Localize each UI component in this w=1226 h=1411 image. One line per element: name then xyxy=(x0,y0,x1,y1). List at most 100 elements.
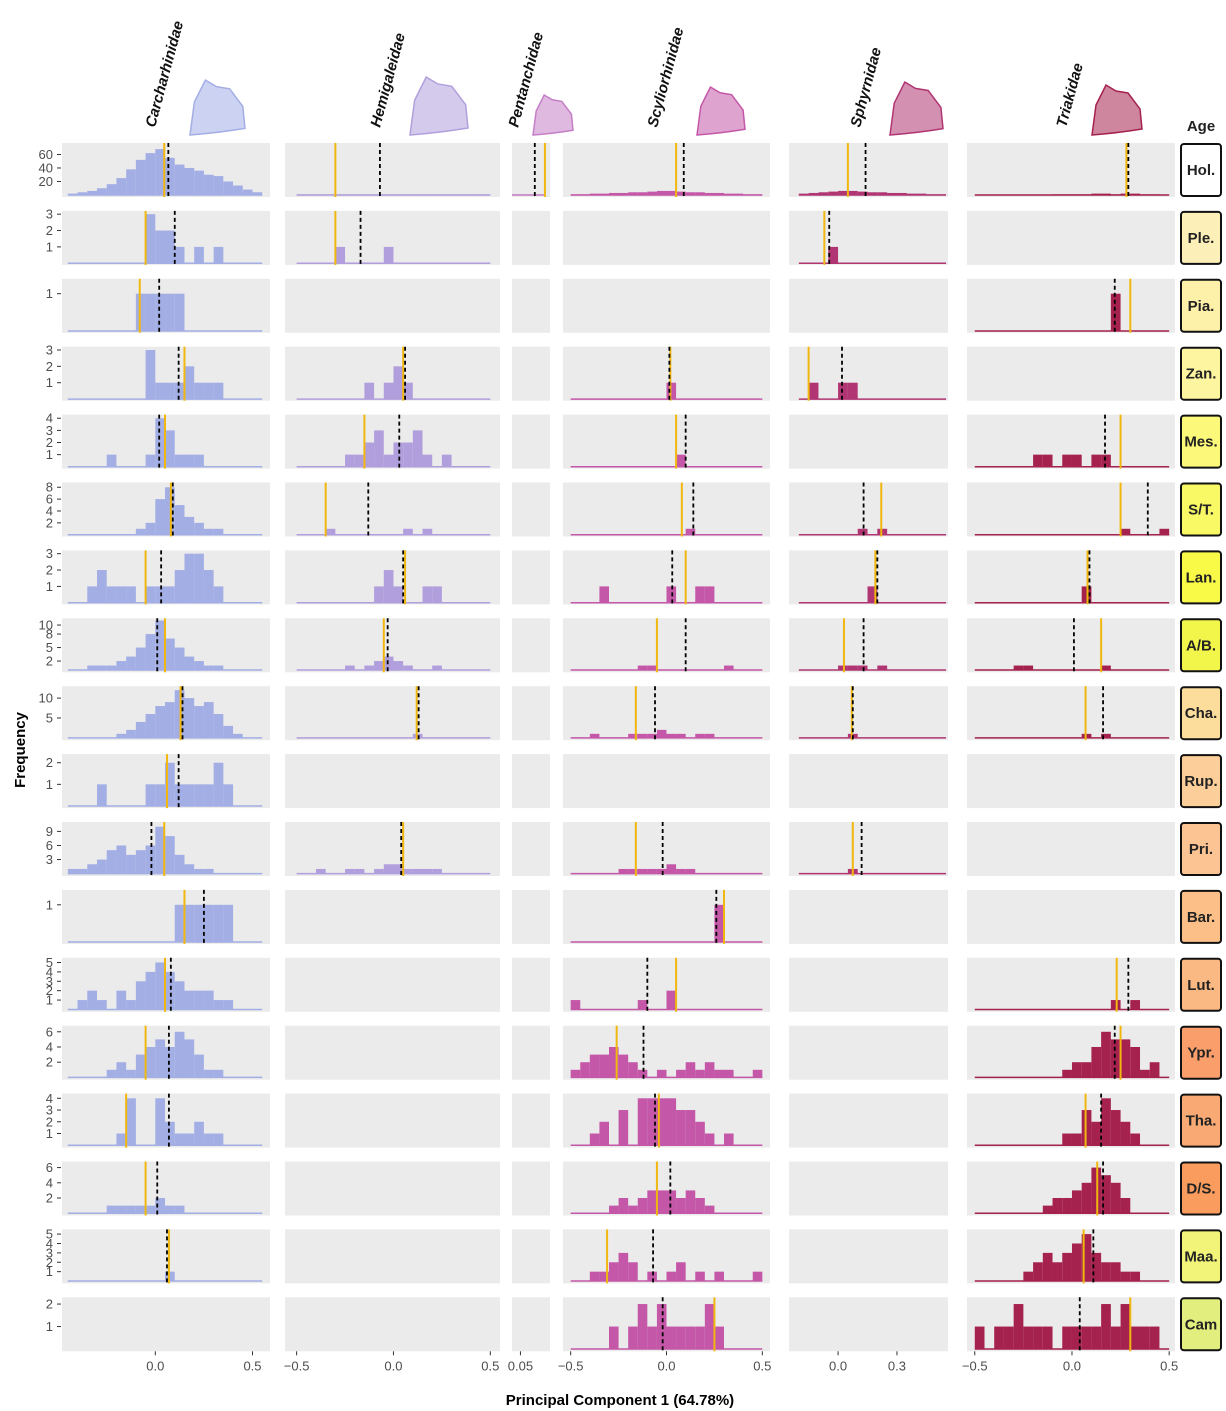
histogram-bar xyxy=(145,214,156,264)
histogram-bar xyxy=(666,1271,677,1282)
histogram-bar xyxy=(1159,528,1170,535)
age-label: Mes. xyxy=(1184,434,1217,451)
age-box xyxy=(1180,889,1222,944)
histogram-bar xyxy=(145,293,156,331)
histogram-bar xyxy=(223,784,234,806)
y-tick-label: 1 xyxy=(46,1319,53,1334)
y-tick-label: 3 xyxy=(46,1103,53,1118)
y-tick-label: 2 xyxy=(46,755,53,770)
histogram-bar xyxy=(647,733,657,738)
histogram-bar xyxy=(165,293,175,331)
panel-background xyxy=(967,889,1175,944)
histogram-bar xyxy=(637,665,648,671)
histogram-bar xyxy=(1062,1198,1072,1214)
histogram-bar xyxy=(345,665,355,671)
panel-background xyxy=(967,482,1175,537)
histogram-bar xyxy=(656,1190,667,1214)
histogram-bar xyxy=(194,1121,204,1146)
histogram-bar xyxy=(213,382,224,400)
histogram-bar xyxy=(155,1198,166,1214)
histogram-bar xyxy=(252,192,263,195)
histogram-bar xyxy=(685,528,696,535)
age-box xyxy=(1180,278,1222,333)
y-tick-label: 5 xyxy=(46,710,53,725)
y-tick-label: 60 xyxy=(39,147,53,162)
histogram-bar xyxy=(637,868,648,874)
histogram-bar xyxy=(628,192,638,195)
histogram-bar xyxy=(155,620,166,671)
histogram-bar xyxy=(695,1121,705,1146)
panel-background xyxy=(967,618,1175,673)
x-tick-label: 0.3 xyxy=(888,1358,906,1373)
panel-background xyxy=(512,822,550,876)
tooth-silhouette xyxy=(189,78,246,136)
histogram-bar xyxy=(116,845,127,874)
histogram-bar xyxy=(126,1000,136,1010)
histogram-bar xyxy=(656,729,667,738)
histogram-bar xyxy=(77,868,88,874)
histogram-bar xyxy=(135,528,146,535)
panel-background xyxy=(967,143,1175,197)
column-header: Scyliorhinidae xyxy=(644,26,687,129)
histogram-bar xyxy=(704,733,715,738)
histogram-bar xyxy=(714,1069,724,1078)
histogram-bar xyxy=(695,733,705,738)
histogram-bar xyxy=(828,246,839,264)
histogram-bar xyxy=(676,1069,686,1078)
column-header: Triakidae xyxy=(1053,61,1086,129)
histogram-bar xyxy=(1091,1121,1102,1146)
histogram-bar xyxy=(96,665,107,671)
histogram-bar xyxy=(165,382,175,400)
histogram-bar xyxy=(1071,1190,1082,1214)
histogram-bar xyxy=(1091,1252,1102,1282)
age-label: Bar. xyxy=(1187,909,1215,926)
histogram-bar xyxy=(695,192,705,195)
panel-background xyxy=(285,1161,500,1216)
panel-background xyxy=(789,482,948,537)
histogram-bar xyxy=(203,868,214,874)
histogram-bar xyxy=(570,1069,581,1078)
histogram-bar xyxy=(676,191,686,195)
histogram-bar xyxy=(599,1121,609,1146)
histogram-bar xyxy=(676,1198,686,1214)
histogram-bar xyxy=(857,191,868,195)
histogram-bar xyxy=(96,1000,107,1010)
histogram-bar xyxy=(994,1326,1004,1350)
histogram-bar xyxy=(174,246,185,264)
panel-background xyxy=(563,143,770,197)
histogram-bar xyxy=(184,864,195,874)
histogram-bar xyxy=(1101,1304,1111,1350)
age-box xyxy=(1180,210,1222,265)
y-tick-label: 5 xyxy=(46,1227,53,1242)
histogram-bar xyxy=(126,729,136,738)
y-tick-label: 3 xyxy=(46,546,53,561)
histogram-bar xyxy=(223,725,234,738)
histogram-bar xyxy=(194,784,204,806)
histogram-bar xyxy=(165,1205,175,1214)
y-tick-label: 4 xyxy=(46,1175,53,1190)
histogram-bar xyxy=(184,784,195,806)
y-tick-label: 2 xyxy=(46,1114,53,1129)
histogram-bar xyxy=(1120,528,1131,535)
panel-background xyxy=(285,754,500,809)
histogram-bar xyxy=(887,192,897,195)
histogram-bar xyxy=(184,990,195,1010)
histogram-bar xyxy=(77,192,88,195)
panel-background xyxy=(285,957,500,1012)
histogram-bar xyxy=(666,733,677,738)
panel-background xyxy=(285,1297,500,1352)
histogram-bar xyxy=(383,246,394,264)
histogram-bar xyxy=(676,1262,686,1282)
histogram-bar xyxy=(203,702,214,738)
age-box xyxy=(1180,1229,1222,1284)
histogram-bar xyxy=(637,733,648,738)
age-label: Zan. xyxy=(1186,366,1217,383)
histogram-bar xyxy=(1091,1326,1102,1350)
histogram-bar xyxy=(194,706,204,738)
age-label: S/T. xyxy=(1188,502,1214,519)
histogram-bar xyxy=(704,1062,715,1078)
age-label: Rup. xyxy=(1184,773,1217,790)
histogram-bar xyxy=(155,962,166,1010)
